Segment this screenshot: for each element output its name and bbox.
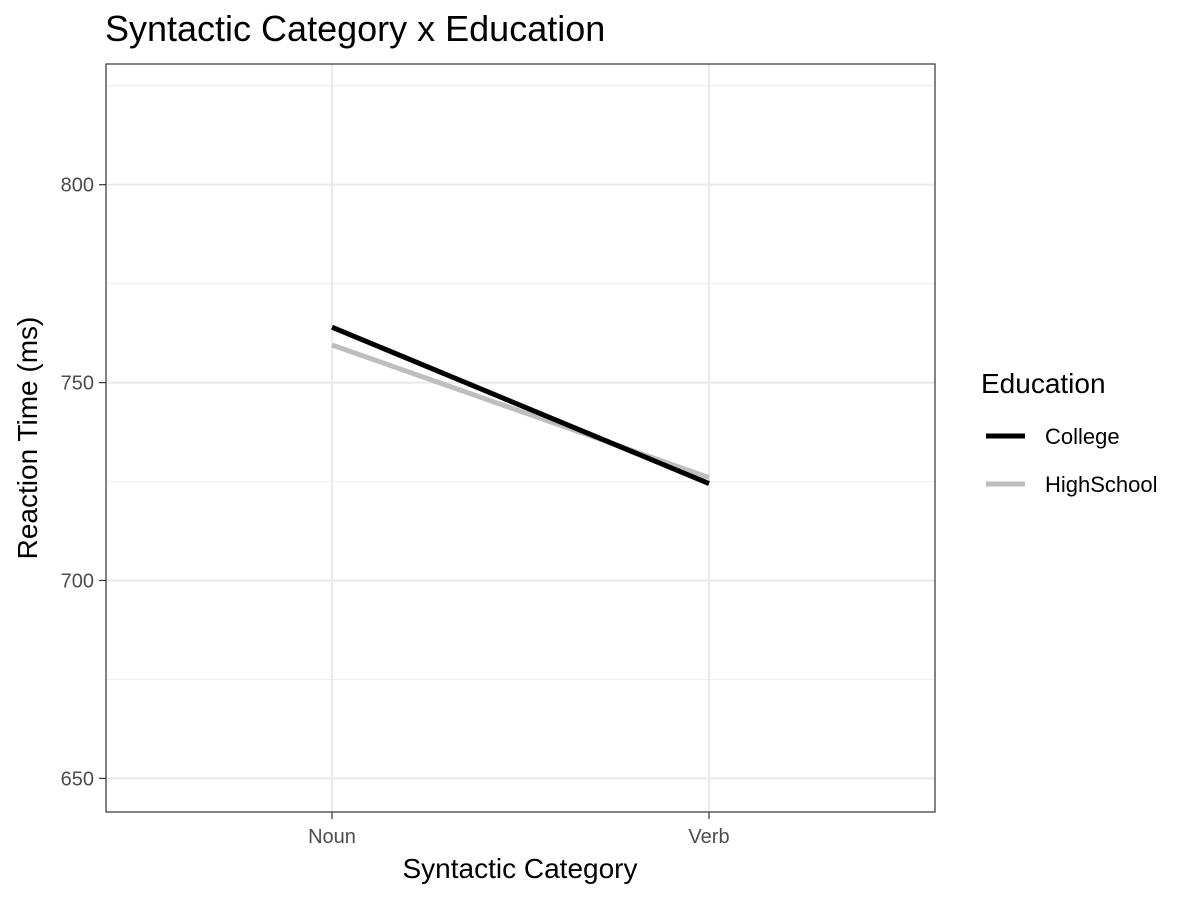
y-tick-label: 650: [61, 768, 94, 790]
major-gridlines: [106, 64, 935, 812]
x-tick-label: Noun: [308, 826, 356, 848]
y-tick-label: 750: [61, 373, 94, 395]
y-tick-label: 800: [61, 175, 94, 197]
chart-title: Syntactic Category x Education: [105, 8, 605, 49]
y-axis: 650 700 750 800: [61, 175, 106, 790]
legend-title: Education: [981, 368, 1106, 399]
plot-panel: [105, 63, 936, 813]
y-tick-label: 700: [61, 570, 94, 592]
legend: Education College HighSchool: [981, 368, 1158, 497]
panel-border: [105, 63, 936, 813]
legend-label-highschool: HighSchool: [1045, 472, 1158, 497]
series-lines: [331, 324, 710, 486]
x-axis-title: Syntactic Category: [403, 853, 638, 884]
x-axis: Noun Verb: [308, 812, 730, 848]
panel-background: [106, 64, 935, 812]
x-tick-label: Verb: [688, 826, 729, 848]
series-line-college: [331, 324, 710, 486]
y-axis-title: Reaction Time (ms): [12, 317, 43, 560]
minor-gridlines: [106, 85, 935, 681]
legend-label-college: College: [1045, 424, 1120, 449]
